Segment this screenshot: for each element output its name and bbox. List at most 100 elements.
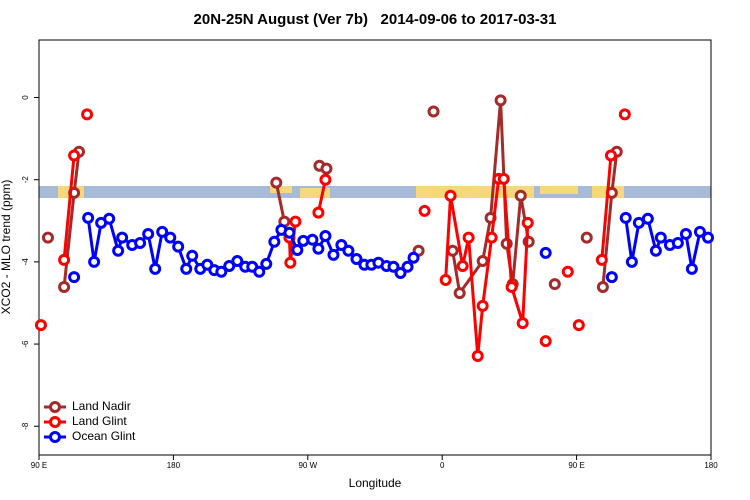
data-point [68, 186, 81, 199]
data-point [654, 231, 667, 244]
y-tick-label: 0 [21, 95, 30, 100]
data-point [149, 262, 162, 275]
data-point [485, 231, 498, 244]
y-axis-label: XCO2 - MLO trend (ppm) [0, 180, 13, 315]
data-point [289, 215, 302, 228]
data-point [297, 234, 310, 247]
y-tick-label: -4 [21, 258, 30, 266]
y-tick-label: -6 [21, 340, 30, 348]
y-tick-label: -2 [21, 176, 30, 184]
data-point [618, 108, 631, 121]
data-point [605, 186, 618, 199]
data-point [81, 108, 94, 121]
data-point [58, 253, 71, 266]
data-point [34, 319, 47, 332]
data-point [268, 235, 281, 248]
data-point [595, 253, 608, 266]
data-point [516, 317, 529, 330]
data-point [418, 204, 431, 217]
legend-label: Land Nadir [72, 399, 131, 413]
data-point [632, 216, 645, 229]
data-point [260, 257, 273, 270]
data-point [231, 255, 244, 268]
data-point [401, 260, 414, 273]
data-point [605, 271, 618, 284]
x-tick-label: 0 [440, 461, 445, 470]
data-point [68, 271, 81, 284]
data-point [580, 231, 593, 244]
data-point [142, 227, 155, 240]
data-point [693, 225, 706, 238]
data-point [312, 206, 325, 219]
data-point [462, 231, 475, 244]
data-point [596, 280, 609, 293]
data-point [312, 242, 325, 255]
data-point [319, 173, 332, 186]
data-point [180, 262, 193, 275]
data-point [685, 262, 698, 275]
data-point [215, 265, 228, 278]
data-point [407, 251, 420, 264]
data-point [539, 246, 552, 259]
data-point [58, 280, 71, 293]
data-point [505, 280, 518, 293]
data-point [327, 248, 340, 261]
legend-marker [49, 401, 61, 413]
data-point [223, 259, 236, 272]
x-tick-label: 90 E [568, 461, 584, 470]
data-point [283, 226, 296, 239]
data-point [702, 231, 715, 244]
data-point [625, 255, 638, 268]
data-point [572, 319, 585, 332]
data-point [439, 273, 452, 286]
chart-title: 20N-25N August (Ver 7b) 2014-09-06 to 20… [194, 11, 557, 28]
data-point [156, 225, 169, 238]
data-point [186, 249, 199, 262]
data-point [494, 94, 507, 107]
y-tick-label: -8 [21, 422, 30, 430]
x-tick-label: 90 W [298, 461, 317, 470]
data-point [446, 244, 459, 257]
legend-label: Ocean Glint [72, 429, 136, 443]
x-axis-label: Longitude [349, 476, 402, 490]
data-point [68, 149, 81, 162]
plot-frame [38, 39, 712, 456]
data-point [444, 189, 457, 202]
data-point [164, 231, 177, 244]
x-tick-label: 180 [704, 461, 718, 470]
data-point [134, 236, 147, 249]
data-point [319, 229, 332, 242]
data-point [649, 244, 662, 257]
data-point [476, 299, 489, 312]
data-point [671, 236, 684, 249]
data-point [320, 162, 333, 175]
data-point [284, 256, 297, 269]
legend-marker [49, 431, 61, 443]
data-point [41, 231, 54, 244]
data-point [521, 216, 534, 229]
data-point [394, 266, 407, 279]
legend-marker [49, 416, 61, 428]
data-point [270, 176, 283, 189]
data-point [82, 211, 95, 224]
data-point [471, 349, 484, 362]
data-point [539, 335, 552, 348]
data-point [453, 287, 466, 300]
data-point [291, 243, 304, 256]
x-tick-label: 180 [167, 461, 181, 470]
data-point [116, 231, 129, 244]
data-point [88, 255, 101, 268]
legend-label: Land Glint [72, 414, 127, 428]
data-point [342, 244, 355, 257]
data-point [456, 259, 469, 272]
data-point [604, 149, 617, 162]
data-point [387, 260, 400, 273]
data-point [427, 105, 440, 118]
data-point [112, 244, 125, 257]
data-point [253, 265, 266, 278]
data-point [514, 189, 527, 202]
data-point [350, 253, 363, 266]
data-point [172, 240, 185, 253]
data-point [497, 172, 510, 185]
